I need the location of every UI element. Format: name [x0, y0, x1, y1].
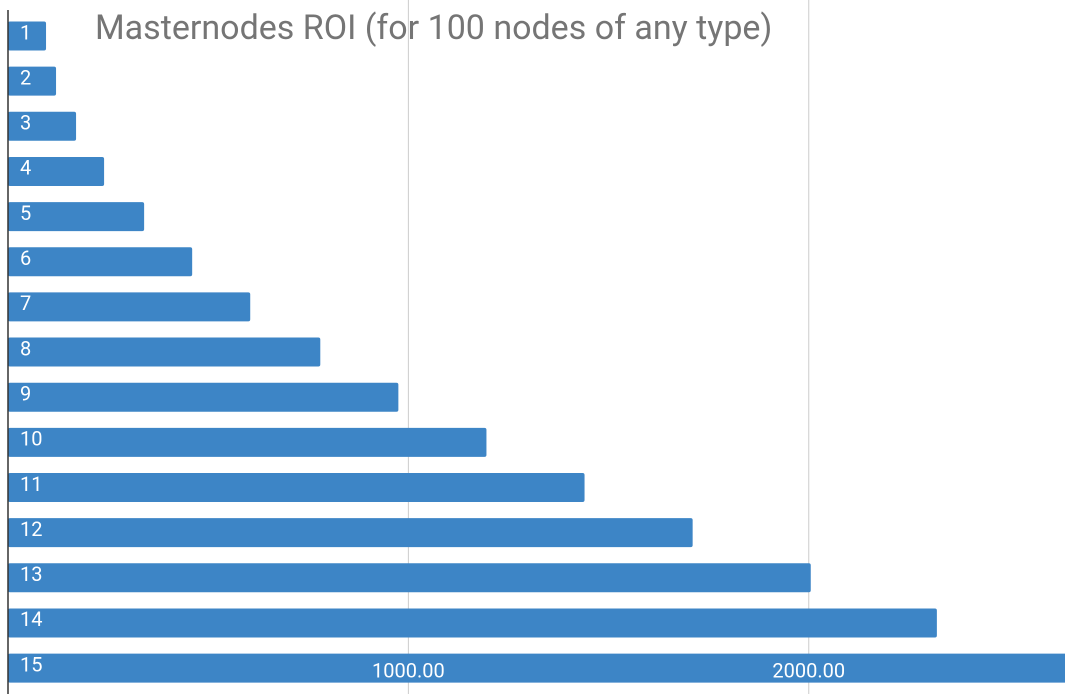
category-label: 8: [20, 336, 31, 360]
category-label: 6: [20, 246, 31, 270]
bar: [8, 66, 57, 96]
category-label: 10: [20, 427, 42, 451]
bar: [8, 202, 145, 232]
category-label: 13: [20, 562, 42, 586]
bar: [8, 563, 811, 593]
bar: [8, 247, 193, 277]
bar: [8, 21, 47, 51]
x-tick-label: 2000.00: [772, 658, 845, 682]
category-label: 12: [20, 517, 42, 541]
bar: [8, 292, 251, 322]
category-label: 7: [20, 291, 31, 315]
bar: [8, 427, 487, 457]
x-tick-label: 1000.00: [372, 658, 445, 682]
bar: [8, 653, 1065, 683]
category-label: 14: [20, 607, 42, 631]
bar: [8, 473, 585, 502]
category-label: 11: [20, 472, 42, 496]
category-label: 4: [20, 156, 31, 180]
category-label: 9: [20, 381, 31, 405]
bar: [8, 608, 937, 638]
bar: [8, 156, 105, 186]
bar: [8, 111, 77, 141]
category-label: 1: [20, 20, 31, 44]
category-label: 5: [20, 201, 31, 225]
bar: [8, 337, 321, 367]
category-label: 15: [20, 652, 42, 676]
bars: [8, 21, 1065, 683]
category-label: 2: [20, 65, 31, 89]
bar: [8, 518, 693, 548]
category-label: 3: [20, 111, 31, 135]
chart-title: Masternodes ROI (for 100 nodes of any ty…: [95, 8, 772, 48]
bar: [8, 382, 399, 412]
